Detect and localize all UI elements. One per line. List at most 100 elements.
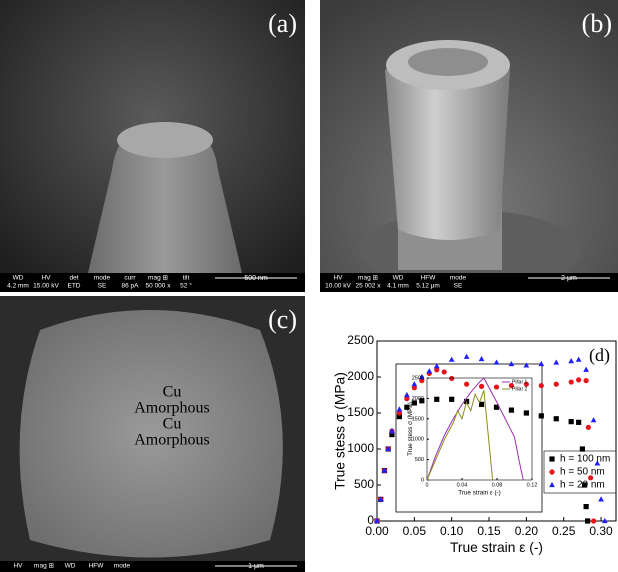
layer-label: Amorphous: [134, 432, 210, 449]
x-tick-label: 0.08: [492, 482, 503, 488]
info-value: ETD: [68, 283, 81, 290]
layer-label: Amorphous: [134, 400, 210, 417]
marker: [553, 359, 559, 364]
y-tick-label: 2000: [412, 396, 424, 402]
info-value: SE: [98, 283, 107, 290]
legend-label: h = 100 nm: [560, 454, 610, 465]
panel-label: (d): [589, 345, 610, 366]
info-header: curr: [124, 275, 136, 282]
x-tick-label: 0: [425, 482, 428, 488]
scale-label: 2 μm: [561, 275, 577, 282]
marker: [479, 356, 485, 361]
marker: [449, 357, 455, 362]
info-header: HV: [13, 563, 23, 570]
marker: [442, 369, 447, 374]
y-tick-label: 1000: [347, 441, 374, 455]
marker: [583, 367, 589, 372]
x-tick-label: 0.12: [527, 482, 538, 488]
scale-label: 500 nm: [244, 275, 268, 282]
marker: [494, 384, 499, 389]
marker: [434, 397, 439, 402]
info-header: WD: [393, 275, 404, 282]
marker: [524, 410, 529, 415]
marker: [576, 377, 581, 382]
info-header: mode: [114, 563, 131, 570]
info-header: WD: [65, 563, 76, 570]
y-tick-label: 500: [415, 457, 424, 463]
marker: [464, 382, 469, 387]
layer-label: Cu: [163, 416, 182, 433]
info-header: HFW: [89, 563, 105, 570]
marker: [449, 376, 454, 381]
info-header: tilt: [183, 275, 190, 282]
info-value: 10.00 kV: [325, 283, 351, 290]
info-header: mag ⊞: [358, 275, 378, 282]
legend-label: Pillar 1: [512, 379, 528, 385]
y-tick-label: 0: [421, 477, 424, 483]
marker: [509, 361, 515, 366]
marker: [464, 354, 470, 359]
scale-label: 1 μm: [248, 563, 264, 570]
x-tick-label: 0.30: [589, 524, 613, 538]
marker: [554, 416, 559, 421]
marker: [538, 361, 544, 366]
info-value: 86 pA: [122, 283, 140, 290]
panel-label: (b): [582, 9, 612, 38]
info-header: mode: [450, 275, 467, 282]
marker: [568, 358, 574, 363]
sem-image-b: [320, 0, 618, 292]
legend-label: h = 20 nm: [560, 480, 605, 491]
marker: [598, 496, 604, 501]
info-header: mag ⊞: [148, 275, 168, 282]
info-value: 50 000 x: [146, 283, 172, 290]
legend-label: h = 50 nm: [560, 467, 605, 478]
marker: [584, 504, 589, 509]
info-header: mag ⊞: [34, 563, 54, 570]
marker: [539, 413, 544, 418]
legend-label: Pillar 2: [512, 386, 528, 392]
marker: [549, 482, 555, 487]
y-tick-label: 2500: [347, 333, 374, 347]
marker: [494, 359, 500, 364]
y-axis-label: True stess σ (MPa): [407, 402, 414, 456]
info-value: 5.12 μm: [416, 283, 440, 290]
info-header: det: [69, 275, 78, 282]
layer-label: Cu: [163, 384, 182, 401]
x-tick-label: 0.15: [477, 524, 501, 538]
marker: [479, 384, 484, 389]
info-header: HFW: [421, 275, 437, 282]
x-tick-label: 0.10: [440, 524, 464, 538]
marker: [576, 420, 581, 425]
y-tick-label: 2000: [347, 369, 374, 383]
marker: [585, 518, 590, 523]
x-tick-label: 0.20: [515, 524, 539, 538]
info-value: 15.00 kV: [33, 283, 59, 290]
info-value: SE: [454, 283, 463, 290]
info-header: WD: [13, 275, 24, 282]
info-header: mode: [94, 275, 111, 282]
y-tick-label: 0: [367, 513, 374, 527]
y-tick-label: 2500: [412, 375, 424, 381]
marker: [539, 383, 544, 388]
x-axis-label: True strain ε (-): [450, 540, 543, 555]
marker: [554, 382, 559, 387]
info-header: HV: [333, 275, 343, 282]
marker: [509, 408, 514, 413]
marker: [576, 357, 582, 362]
y-axis-label: True stess σ (MPa): [333, 372, 348, 490]
figure: (a)WD4.2 mmHV15.00 kVdetETDmodeSEcurr86 …: [0, 0, 618, 572]
marker: [586, 425, 591, 430]
marker: [569, 379, 574, 384]
info-value: 4.2 mm: [7, 283, 29, 290]
marker: [591, 518, 596, 523]
sem-image-a: [0, 0, 305, 292]
marker: [584, 378, 589, 383]
x-tick-label: 0.04: [457, 482, 468, 488]
info-header: HV: [41, 275, 51, 282]
marker: [602, 518, 608, 523]
marker: [591, 417, 597, 422]
marker: [569, 419, 574, 424]
info-value: 4.1 mm: [387, 283, 409, 290]
panel-label: (a): [268, 9, 297, 38]
info-value: 52 °: [180, 282, 192, 290]
